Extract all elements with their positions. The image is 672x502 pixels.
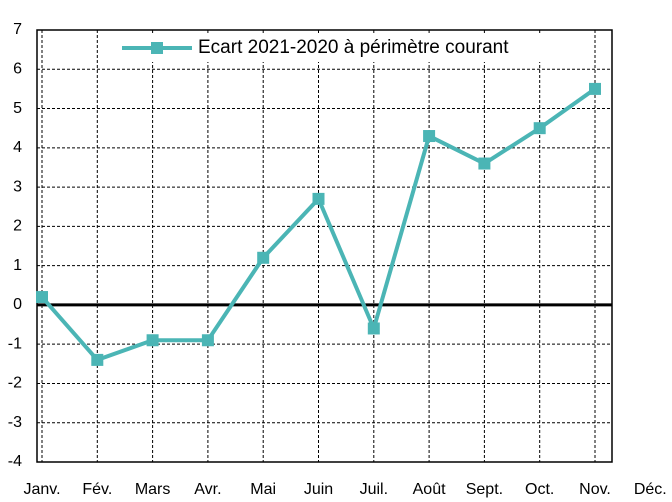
- x-tick-label: Janv.: [23, 481, 60, 498]
- x-tick-label: Fév.: [82, 481, 112, 498]
- point-marker: [478, 157, 491, 170]
- y-tick-label: 5: [13, 100, 22, 117]
- y-tick-label: 6: [13, 60, 22, 77]
- x-tick-label: Août: [413, 481, 446, 498]
- point-marker: [36, 291, 48, 304]
- point-marker: [367, 322, 380, 335]
- x-tick-label: Sept.: [466, 481, 503, 498]
- y-tick-label: 0: [13, 296, 22, 313]
- point-marker: [257, 251, 270, 264]
- y-tick-label: -2: [8, 375, 22, 392]
- x-tick-label: Mars: [135, 481, 171, 498]
- y-tick-label: 4: [13, 139, 22, 156]
- point-marker: [533, 122, 546, 135]
- point-marker: [146, 334, 159, 347]
- point-marker: [201, 334, 214, 347]
- y-tick-label: -3: [8, 414, 22, 431]
- x-tick-label: Juin: [304, 481, 333, 498]
- legend-label: Ecart 2021-2020 à périmètre courant: [198, 37, 509, 58]
- point-marker: [91, 353, 104, 366]
- y-tick-label: -4: [8, 453, 22, 470]
- legend-background: [116, 34, 586, 62]
- legend-marker: [151, 42, 163, 54]
- y-tick-label: 7: [13, 21, 22, 38]
- x-tick-label: Mai: [250, 481, 276, 498]
- y-tick-label: 1: [13, 257, 22, 274]
- x-tick-label: Avr.: [194, 481, 221, 498]
- series-line: [40, 87, 597, 363]
- y-tick-label: -1: [8, 335, 22, 352]
- x-tick-label: Nov.: [579, 481, 611, 498]
- x-tick-label: Oct.: [525, 481, 554, 498]
- x-tick-label: Déc.: [634, 481, 667, 498]
- x-tick-label: Juil.: [360, 481, 388, 498]
- plot-frame: [36, 29, 613, 463]
- point-marker: [589, 82, 601, 95]
- y-tick-label: 2: [13, 218, 22, 235]
- point-marker: [423, 130, 436, 143]
- y-tick-label: 3: [13, 178, 22, 195]
- point-marker: [312, 192, 325, 205]
